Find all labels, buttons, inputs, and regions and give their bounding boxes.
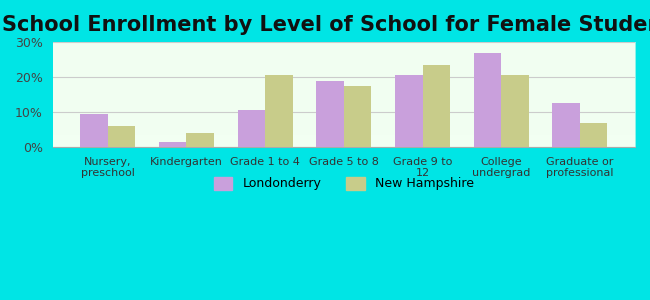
Bar <box>108 126 135 147</box>
Bar <box>159 142 187 147</box>
Title: School Enrollment by Level of School for Female Students: School Enrollment by Level of School for… <box>3 15 650 35</box>
Bar <box>552 103 580 147</box>
Bar <box>501 75 528 147</box>
Bar <box>317 81 344 147</box>
Bar <box>580 123 608 147</box>
Bar <box>187 133 214 147</box>
Bar <box>474 52 501 147</box>
Bar <box>395 75 422 147</box>
Bar <box>80 114 108 147</box>
Bar <box>422 65 450 147</box>
Bar <box>265 75 292 147</box>
Bar <box>237 110 265 147</box>
Bar <box>344 86 371 147</box>
Legend: Londonderry, New Hampshire: Londonderry, New Hampshire <box>209 172 479 196</box>
